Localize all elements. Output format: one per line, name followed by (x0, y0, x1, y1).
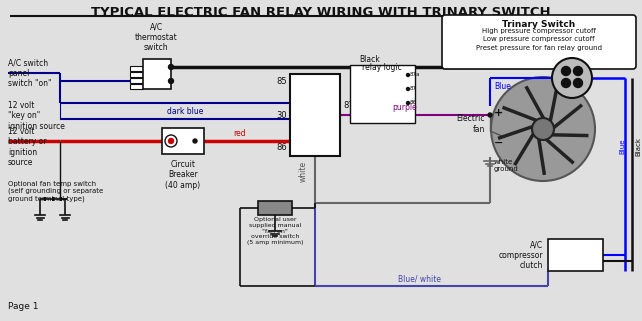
Text: A/C
compressor
clutch: A/C compressor clutch (498, 240, 543, 270)
Text: 12 volt
battery or
ignition
source: 12 volt battery or ignition source (8, 127, 46, 167)
Circle shape (406, 74, 410, 76)
Circle shape (165, 135, 177, 147)
Text: Optional fan temp switch
(self grounding or separate
ground terminal type): Optional fan temp switch (self grounding… (8, 181, 103, 202)
Text: A/C switch
panel
switch "on": A/C switch panel switch "on" (8, 58, 51, 88)
Text: white: white (299, 160, 308, 182)
Bar (162, 128, 204, 154)
Text: white
ground: white ground (494, 160, 519, 172)
Text: High pressure compressor cutoff
Low pressure compressor cutoff
Preset pressure f: High pressure compressor cutoff Low pres… (476, 28, 602, 51)
Text: red: red (234, 129, 247, 138)
Circle shape (573, 66, 582, 75)
Bar (258, 201, 292, 215)
FancyBboxPatch shape (442, 15, 636, 69)
Text: purple: purple (393, 103, 417, 112)
Bar (130, 84, 143, 89)
Circle shape (168, 79, 173, 83)
Circle shape (552, 58, 592, 98)
Text: dark blue: dark blue (167, 107, 203, 116)
Text: 85: 85 (276, 76, 287, 85)
Circle shape (562, 66, 571, 75)
Text: relay logic: relay logic (362, 63, 402, 72)
Text: Circuit
Breaker
(40 amp): Circuit Breaker (40 amp) (166, 160, 200, 190)
Text: −: − (494, 138, 503, 148)
Text: Electric
fan: Electric fan (456, 114, 485, 134)
Bar (290, 74, 340, 156)
Bar (130, 66, 143, 71)
Text: A/C
thermostat
switch: A/C thermostat switch (135, 22, 177, 52)
Circle shape (168, 65, 173, 70)
Text: 87: 87 (343, 100, 354, 109)
Text: 87a: 87a (410, 73, 421, 77)
Text: Black: Black (635, 136, 641, 155)
Bar (548, 239, 603, 271)
Circle shape (488, 113, 492, 117)
Text: 12 volt
"key on"
ignition source: 12 volt "key on" ignition source (8, 101, 65, 131)
Text: 87: 87 (410, 86, 417, 91)
Text: 86: 86 (410, 100, 417, 106)
Circle shape (406, 101, 410, 105)
Bar (143, 59, 171, 89)
Bar (350, 65, 415, 123)
Text: TYPICAL ELECTRIC FAN RELAY WIRING WITH TRINARY SWITCH: TYPICAL ELECTRIC FAN RELAY WIRING WITH T… (91, 6, 551, 19)
Circle shape (193, 139, 197, 143)
Text: +: + (494, 108, 503, 118)
Text: 30: 30 (276, 110, 287, 119)
Bar (130, 72, 143, 77)
Text: Blue/ white: Blue/ white (399, 274, 442, 283)
Bar (130, 78, 143, 83)
Circle shape (491, 77, 595, 181)
Circle shape (168, 138, 173, 143)
Text: Blue: Blue (619, 138, 625, 154)
Text: Blue: Blue (494, 82, 511, 91)
Text: Black: Black (360, 55, 380, 64)
Circle shape (406, 88, 410, 91)
Circle shape (532, 118, 554, 140)
Text: Optional user
supplied manual
"fan on"
override switch
(5 amp minimum): Optional user supplied manual "fan on" o… (247, 217, 303, 245)
Text: 86: 86 (276, 143, 287, 152)
Circle shape (573, 79, 582, 88)
Text: Trinary Switch: Trinary Switch (503, 20, 576, 29)
Circle shape (562, 79, 571, 88)
Text: Page 1: Page 1 (8, 302, 39, 311)
